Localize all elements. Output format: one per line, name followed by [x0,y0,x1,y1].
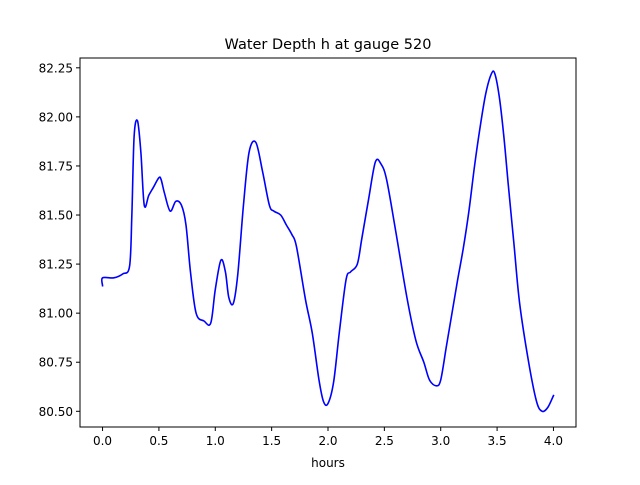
x-tick-label: 1.0 [206,434,225,448]
x-tick-label: 1.5 [262,434,281,448]
x-tick-label: 3.5 [488,434,507,448]
y-tick-label: 82.25 [39,61,73,75]
series-line-0 [100,70,555,413]
x-tick-label: 0.0 [93,434,112,448]
x-tick-label: 3.0 [431,434,450,448]
x-tick-label: 4.0 [544,434,563,448]
chart-title: Water Depth h at gauge 520 [225,37,432,53]
y-tick-label: 80.75 [39,356,73,370]
y-tick-label: 81.00 [39,307,73,321]
y-tick-label: 81.50 [39,209,73,223]
x-axis-label: hours [311,456,345,470]
y-tick-label: 81.75 [39,159,73,173]
y-axis: 80.50 80.75 81.00 81.25 81.50 81.75 82.00 82.25 [39,61,80,419]
x-tick-label: 2.5 [375,434,394,448]
y-tick-label: 81.25 [39,258,73,272]
x-tick-label: 0.5 [149,434,168,448]
y-tick-label: 82.00 [39,110,73,124]
x-axis: 0.0 0.5 1.0 1.5 2.0 2.5 3.0 3.5 4.0 [93,427,563,448]
x-tick-label: 2.0 [318,434,337,448]
y-tick-label: 80.50 [39,405,73,419]
